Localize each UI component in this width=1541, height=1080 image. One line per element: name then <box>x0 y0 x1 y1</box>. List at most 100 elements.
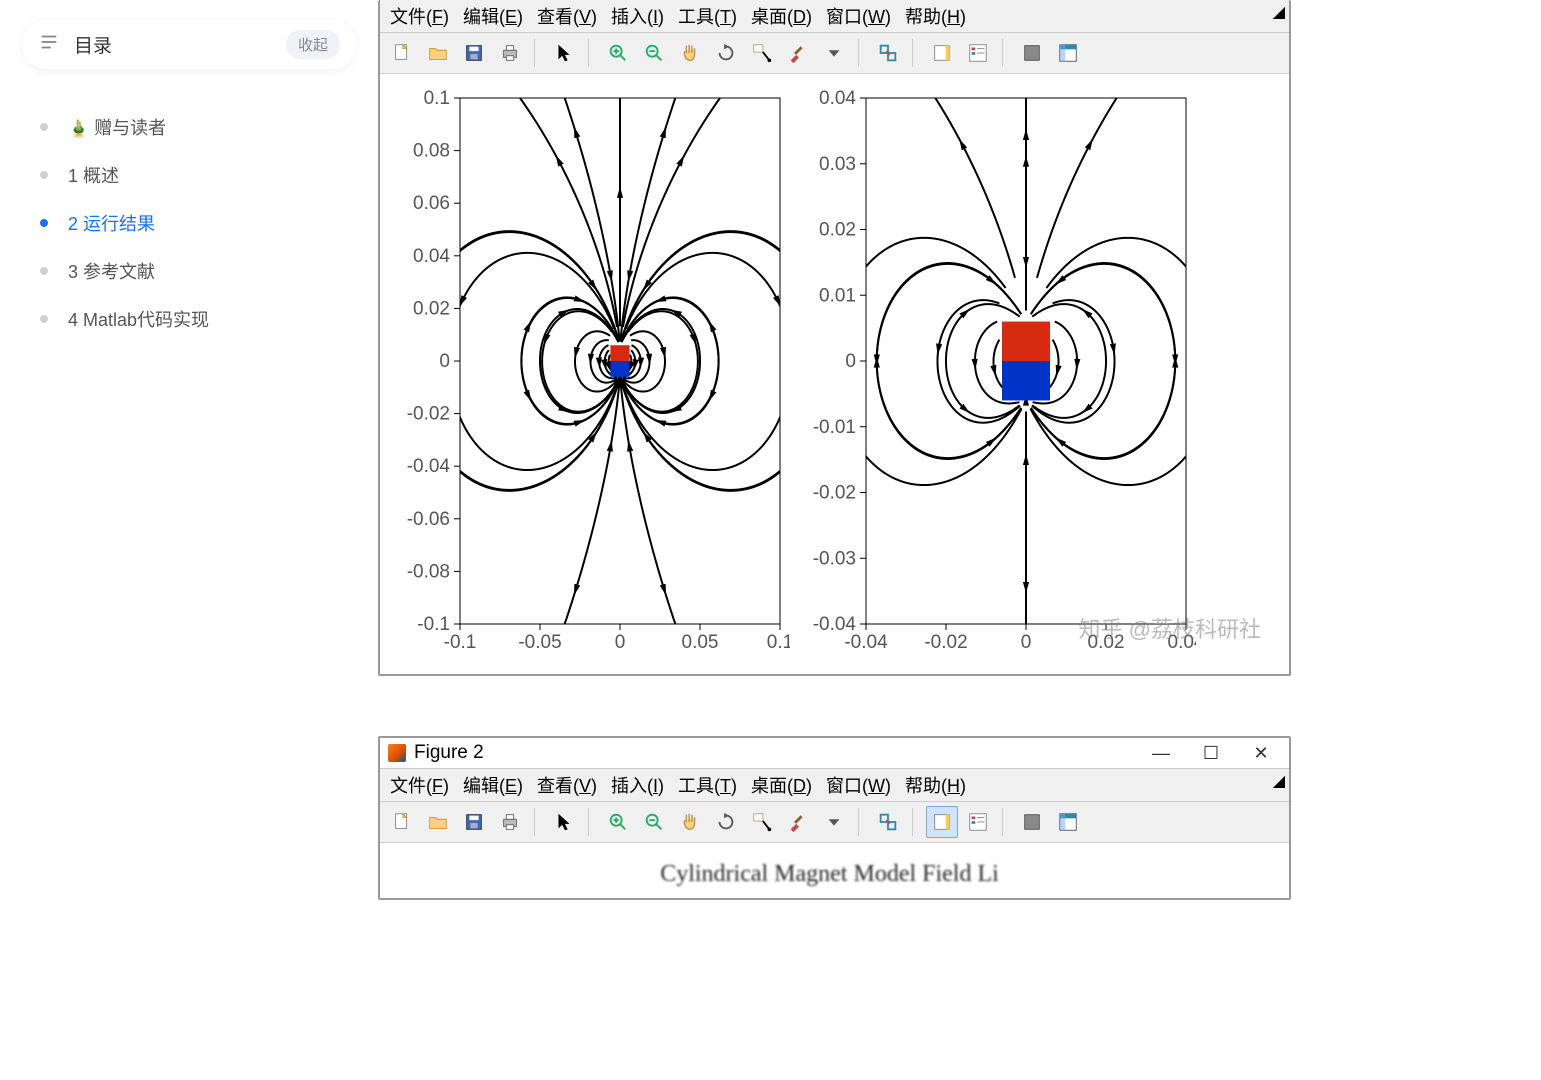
minimize-button[interactable]: — <box>1147 742 1175 764</box>
pan-button[interactable] <box>674 806 706 838</box>
menu-help[interactable]: 帮助(H) <box>905 3 966 29</box>
print-button[interactable] <box>494 37 526 69</box>
zoom-out-button[interactable] <box>638 806 670 838</box>
open-file-icon <box>427 42 449 64</box>
svg-text:-0.1: -0.1 <box>444 632 477 653</box>
zoom-out-button[interactable] <box>638 37 670 69</box>
menu-file[interactable]: 文件(F) <box>390 772 449 798</box>
menu-edit[interactable]: 编辑(E) <box>463 3 523 29</box>
toc-sidebar: 目录 收起 🎍 赠与读者1 概述 2 运行结果 3 参考文献4 Matlab代码实现 <box>0 0 378 1080</box>
pointer-button[interactable] <box>548 37 580 69</box>
menu-desktop[interactable]: 桌面(D) <box>751 3 812 29</box>
dropdown-button[interactable] <box>818 37 850 69</box>
menu-insert[interactable]: 插入(I) <box>611 772 664 798</box>
svg-text:0: 0 <box>845 351 856 372</box>
svg-text:-0.02: -0.02 <box>924 632 967 653</box>
save-button[interactable] <box>458 806 490 838</box>
data-cursor-button[interactable] <box>746 806 778 838</box>
toc-item-4[interactable]: 4 Matlab代码实现 <box>40 295 356 343</box>
menu-file[interactable]: 文件(F) <box>390 3 449 29</box>
toc-item-0[interactable]: 🎍 赠与读者 <box>40 103 356 151</box>
menu-view[interactable]: 查看(V) <box>537 772 597 798</box>
menu-window[interactable]: 窗口(W) <box>826 3 891 29</box>
insert-legend-icon <box>967 42 989 64</box>
save-button[interactable] <box>458 37 490 69</box>
dropdown-icon <box>823 811 845 833</box>
toc-bullet-icon <box>40 219 48 227</box>
menu-view[interactable]: 查看(V) <box>537 3 597 29</box>
insert-colorbar-button[interactable] <box>926 37 958 69</box>
open-file-button[interactable] <box>422 37 454 69</box>
menu-insert[interactable]: 插入(I) <box>611 3 664 29</box>
svg-text:-0.05: -0.05 <box>518 632 561 653</box>
menu-help[interactable]: 帮助(H) <box>905 772 966 798</box>
toc-item-label: 2 运行结果 <box>68 210 155 236</box>
dock-arrow-icon[interactable]: ◢ <box>1273 771 1285 791</box>
toc-item-2[interactable]: 2 运行结果 <box>40 199 356 247</box>
rotate-button[interactable] <box>710 37 742 69</box>
plot-panel-left: -0.1-0.08-0.06-0.04-0.0200.020.040.060.0… <box>390 84 790 664</box>
menu-window[interactable]: 窗口(W) <box>826 772 891 798</box>
open-file-button[interactable] <box>422 806 454 838</box>
svg-text:-0.01: -0.01 <box>813 417 856 438</box>
pointer-icon <box>553 811 575 833</box>
zoom-in-button[interactable] <box>602 37 634 69</box>
rotate-button[interactable] <box>710 806 742 838</box>
close-button[interactable]: ✕ <box>1247 742 1275 764</box>
dock-arrow-icon[interactable]: ◢ <box>1273 2 1285 22</box>
svg-text:0.02: 0.02 <box>413 298 450 319</box>
figure2-window: Figure 2 — ☐ ✕ 文件(F)编辑(E)查看(V)插入(I)工具(T)… <box>378 736 1291 900</box>
plot-panel-right: -0.04-0.03-0.02-0.0100.010.020.030.04-0.… <box>796 84 1196 664</box>
svg-text:0.1: 0.1 <box>424 88 450 109</box>
link-button[interactable] <box>872 806 904 838</box>
svg-text:-0.06: -0.06 <box>407 509 450 530</box>
brush-icon <box>787 42 809 64</box>
new-file-button[interactable] <box>386 806 418 838</box>
hide-plot-icon <box>1021 811 1043 833</box>
menu-tools[interactable]: 工具(T) <box>678 772 737 798</box>
print-button[interactable] <box>494 806 526 838</box>
dock-figure-icon <box>1057 42 1079 64</box>
insert-legend-button[interactable] <box>962 806 994 838</box>
toc-collapse-button[interactable]: 收起 <box>286 30 340 59</box>
svg-text:0.04: 0.04 <box>413 246 450 267</box>
link-icon <box>877 42 899 64</box>
new-file-icon <box>391 811 413 833</box>
toc-item-1[interactable]: 1 概述 <box>40 151 356 199</box>
new-file-button[interactable] <box>386 37 418 69</box>
dock-figure-button[interactable] <box>1052 37 1084 69</box>
data-cursor-button[interactable] <box>746 37 778 69</box>
print-icon <box>499 811 521 833</box>
link-button[interactable] <box>872 37 904 69</box>
svg-text:0: 0 <box>615 632 626 653</box>
dock-figure-button[interactable] <box>1052 806 1084 838</box>
save-icon <box>463 42 485 64</box>
toc-item-3[interactable]: 3 参考文献 <box>40 247 356 295</box>
pan-icon <box>679 42 701 64</box>
dropdown-button[interactable] <box>818 806 850 838</box>
open-file-icon <box>427 811 449 833</box>
content-column: 文件(F) 编辑(E) 查看(V) 插入(I) 工具(T) 桌面(D) 窗口(W) 帮助(H)… <box>378 0 1541 1080</box>
hide-plot-button[interactable] <box>1016 37 1048 69</box>
pointer-button[interactable] <box>548 806 580 838</box>
insert-colorbar-button[interactable] <box>926 806 958 838</box>
toc-title: 目录 <box>74 31 112 58</box>
menu-edit[interactable]: 编辑(E) <box>463 772 523 798</box>
pointer-icon <box>553 42 575 64</box>
svg-text:0.02: 0.02 <box>1088 632 1125 653</box>
menu-tools[interactable]: 工具(T) <box>678 3 737 29</box>
brush-button[interactable] <box>782 37 814 69</box>
insert-legend-button[interactable] <box>962 37 994 69</box>
toc-header: 目录 收起 <box>22 20 356 69</box>
zoom-out-icon <box>643 811 665 833</box>
menu-desktop[interactable]: 桌面(D) <box>751 772 812 798</box>
brush-button[interactable] <box>782 806 814 838</box>
save-icon <box>463 811 485 833</box>
figure2-menubar: 文件(F) 编辑(E) 查看(V) 插入(I) 工具(T) 桌面(D) 窗口(W) 帮助(H)… <box>380 769 1289 802</box>
zoom-in-icon <box>607 42 629 64</box>
hide-plot-button[interactable] <box>1016 806 1048 838</box>
maximize-button[interactable]: ☐ <box>1197 742 1225 764</box>
insert-colorbar-icon <box>931 42 953 64</box>
pan-button[interactable] <box>674 37 706 69</box>
zoom-in-button[interactable] <box>602 806 634 838</box>
